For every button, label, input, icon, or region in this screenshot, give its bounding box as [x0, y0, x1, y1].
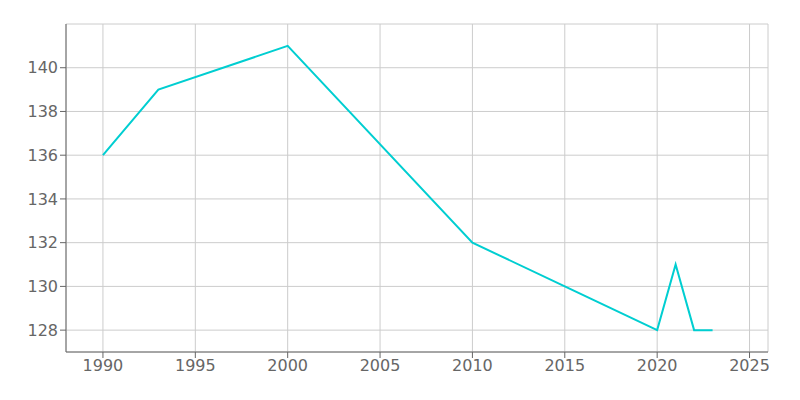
- svg-text:1990: 1990: [83, 356, 124, 375]
- svg-text:128: 128: [27, 321, 58, 340]
- svg-text:2000: 2000: [267, 356, 308, 375]
- svg-text:2005: 2005: [360, 356, 401, 375]
- svg-text:134: 134: [27, 190, 58, 209]
- svg-text:2015: 2015: [544, 356, 585, 375]
- svg-text:2020: 2020: [637, 356, 678, 375]
- svg-text:1995: 1995: [175, 356, 216, 375]
- svg-text:136: 136: [27, 146, 58, 165]
- svg-text:2010: 2010: [452, 356, 493, 375]
- svg-text:132: 132: [27, 233, 58, 252]
- svg-text:140: 140: [27, 58, 58, 77]
- svg-text:130: 130: [27, 277, 58, 296]
- svg-text:2025: 2025: [729, 356, 770, 375]
- svg-text:138: 138: [27, 102, 58, 121]
